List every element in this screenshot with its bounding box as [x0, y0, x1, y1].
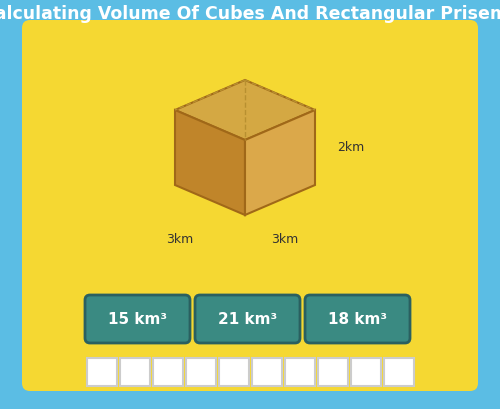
- Text: 3km: 3km: [272, 233, 298, 246]
- Text: 15 km³: 15 km³: [108, 312, 167, 326]
- FancyBboxPatch shape: [384, 358, 414, 386]
- FancyBboxPatch shape: [350, 358, 380, 386]
- FancyBboxPatch shape: [305, 295, 410, 343]
- Text: 3km: 3km: [166, 233, 194, 246]
- FancyBboxPatch shape: [252, 358, 282, 386]
- Polygon shape: [245, 110, 315, 215]
- FancyBboxPatch shape: [22, 20, 478, 391]
- FancyBboxPatch shape: [152, 358, 182, 386]
- FancyBboxPatch shape: [195, 295, 300, 343]
- FancyBboxPatch shape: [218, 358, 248, 386]
- Text: 18 km³: 18 km³: [328, 312, 387, 326]
- FancyBboxPatch shape: [186, 358, 216, 386]
- Text: 21 km³: 21 km³: [218, 312, 277, 326]
- Polygon shape: [175, 80, 315, 140]
- Text: Calculating Volume Of Cubes And Rectangular Prisems: Calculating Volume Of Cubes And Rectangu…: [0, 5, 500, 23]
- Polygon shape: [175, 110, 245, 215]
- FancyBboxPatch shape: [86, 358, 117, 386]
- Text: 2km: 2km: [337, 141, 364, 154]
- FancyBboxPatch shape: [318, 358, 348, 386]
- FancyBboxPatch shape: [120, 358, 150, 386]
- FancyBboxPatch shape: [284, 358, 314, 386]
- FancyBboxPatch shape: [85, 295, 190, 343]
